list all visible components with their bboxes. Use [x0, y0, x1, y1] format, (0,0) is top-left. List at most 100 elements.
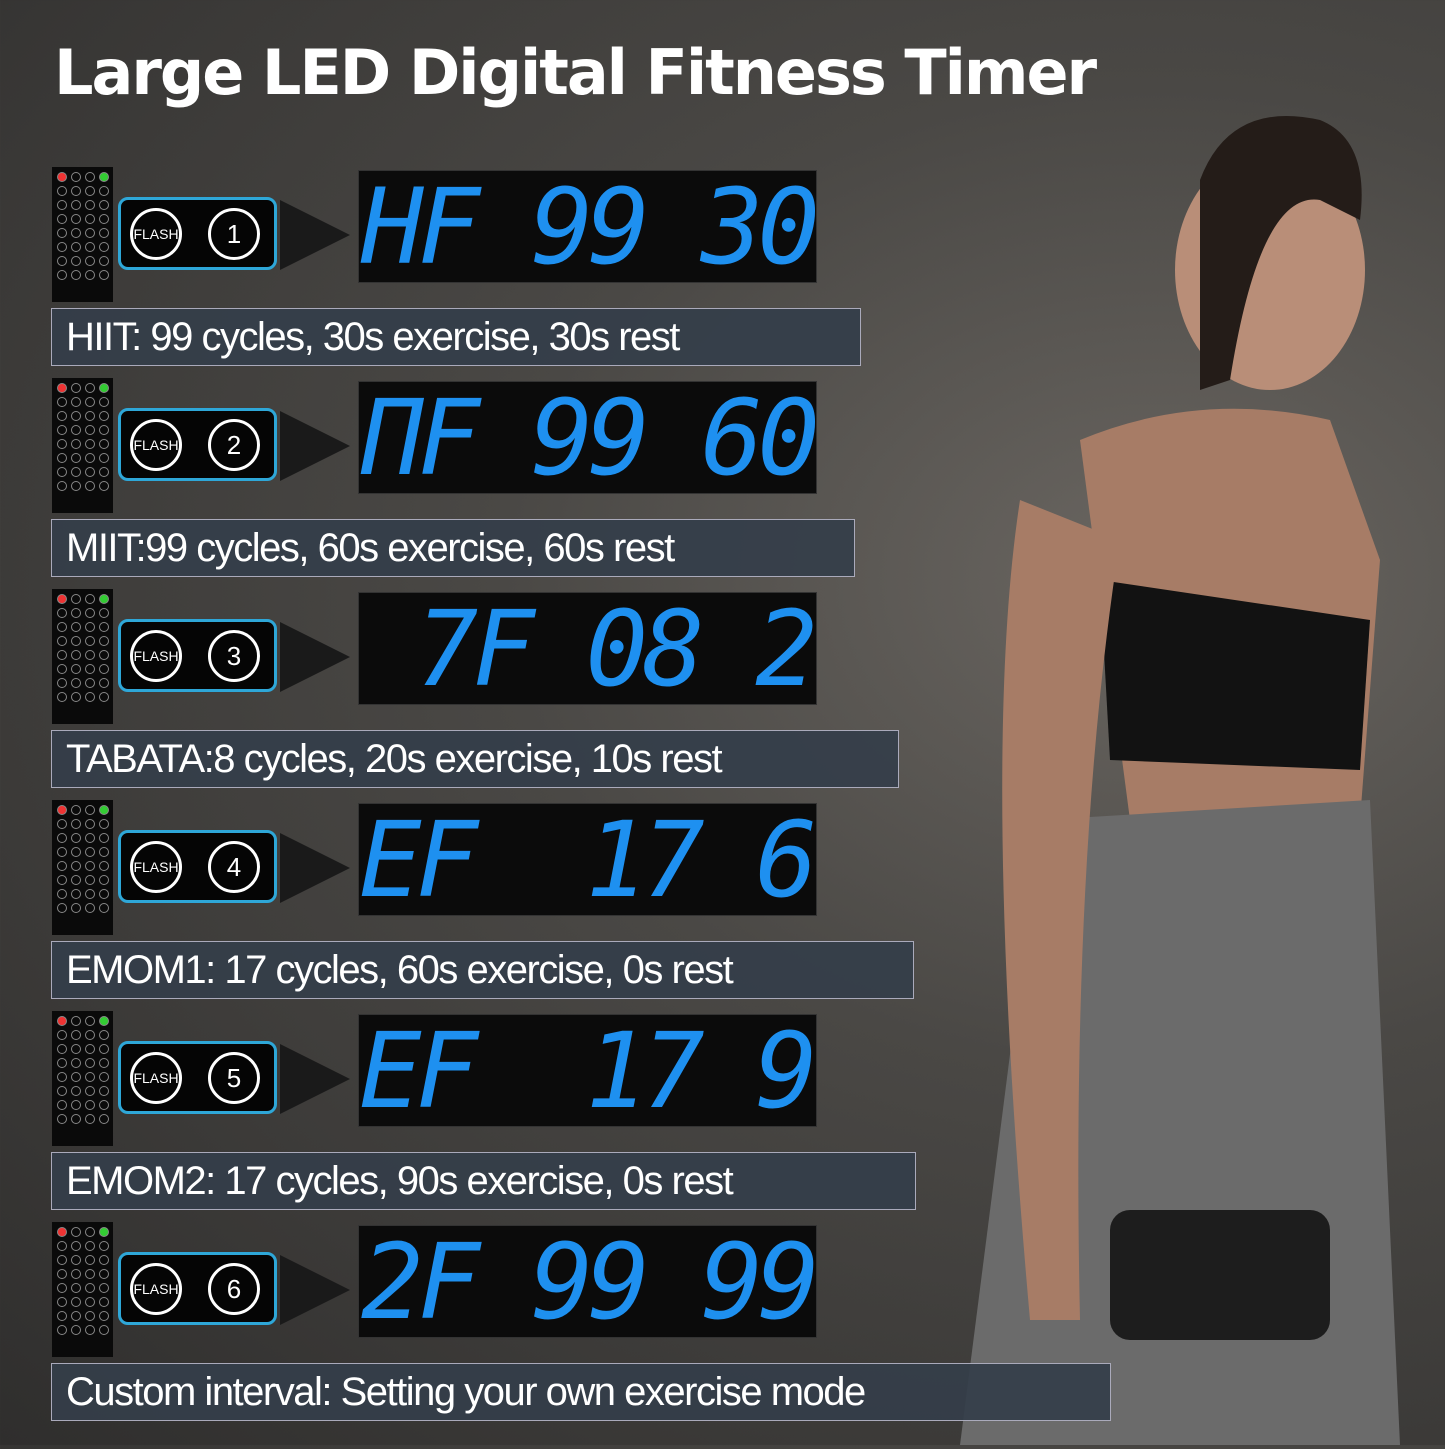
- remote-key-icon: [99, 833, 109, 843]
- remote-key-icon: [71, 1044, 81, 1054]
- remote-key-icon: [99, 692, 109, 702]
- remote-key-icon: [85, 805, 95, 815]
- arrow-right-icon: [280, 411, 350, 481]
- mode-row: FLASH 5 EF 17 90 EMOM2: 17 cycles, 90s e…: [0, 1011, 1445, 1225]
- remote-key-icon: [71, 636, 81, 646]
- remote-buttons-callout: FLASH 2: [118, 408, 277, 481]
- remote-key-icon: [57, 481, 67, 491]
- remote-key-icon: [71, 1100, 81, 1110]
- remote-key-icon: [57, 594, 67, 604]
- remote-key-icon: [71, 847, 81, 857]
- remote-key-icon: [85, 1030, 95, 1040]
- remote-key-icon: [99, 622, 109, 632]
- mode-caption: EMOM2: 17 cycles, 90s exercise, 0s rest: [51, 1152, 916, 1210]
- remote-key-icon: [85, 425, 95, 435]
- remote-key-icon: [99, 383, 109, 393]
- remote-key-icon: [71, 1058, 81, 1068]
- remote-key-icon: [99, 678, 109, 688]
- remote-key-icon: [71, 889, 81, 899]
- remote-key-icon: [57, 256, 67, 266]
- remote-key-icon: [57, 678, 67, 688]
- remote-key-icon: [99, 1269, 109, 1279]
- remote-key-icon: [99, 1325, 109, 1335]
- remote-key-icon: [57, 1086, 67, 1096]
- remote-key-icon: [85, 270, 95, 280]
- remote-key-icon: [85, 636, 95, 646]
- remote-key-icon: [99, 889, 109, 899]
- remote-key-icon: [71, 1297, 81, 1307]
- remote-key-icon: [99, 411, 109, 421]
- remote-key-icon: [71, 200, 81, 210]
- remote-key-icon: [99, 200, 109, 210]
- remote-key-icon: [99, 481, 109, 491]
- remote-key-icon: [57, 453, 67, 463]
- remote-key-icon: [99, 1255, 109, 1265]
- remote-key-icon: [99, 1016, 109, 1026]
- remote-key-icon: [99, 425, 109, 435]
- remote-key-icon: [71, 678, 81, 688]
- remote-key-icon: [71, 1086, 81, 1096]
- led-display: EF 17 90: [358, 1014, 817, 1127]
- mode-number-button: 3: [208, 630, 260, 682]
- remote-key-icon: [99, 1297, 109, 1307]
- remote-key-icon: [99, 467, 109, 477]
- remote-key-icon: [57, 1283, 67, 1293]
- remote-key-icon: [57, 425, 67, 435]
- remote-key-icon: [99, 608, 109, 618]
- remote-key-icon: [85, 1072, 95, 1082]
- remote-key-icon: [85, 411, 95, 421]
- remote-key-icon: [71, 903, 81, 913]
- remote-key-icon: [57, 242, 67, 252]
- remote-key-icon: [57, 1016, 67, 1026]
- remote-key-icon: [99, 636, 109, 646]
- remote-key-icon: [85, 228, 95, 238]
- remote-key-icon: [71, 481, 81, 491]
- remote-key-icon: [71, 1283, 81, 1293]
- remote-key-icon: [57, 200, 67, 210]
- arrow-right-icon: [280, 622, 350, 692]
- remote-key-icon: [99, 875, 109, 885]
- remote-key-icon: [71, 875, 81, 885]
- remote-key-icon: [71, 664, 81, 674]
- remote-key-icon: [85, 1044, 95, 1054]
- mode-caption: HIIT: 99 cycles, 30s exercise, 30s rest: [51, 308, 861, 366]
- remote-key-icon: [85, 397, 95, 407]
- flash-button: FLASH: [130, 1263, 182, 1315]
- remote-key-icon: [99, 186, 109, 196]
- remote-key-icon: [85, 1241, 95, 1251]
- remote-key-icon: [71, 425, 81, 435]
- remote-key-icon: [99, 1100, 109, 1110]
- remote-key-icon: [71, 861, 81, 871]
- remote-key-icon: [57, 1241, 67, 1251]
- mode-row: FLASH 4 EF 17 60 EMOM1: 17 cycles, 60s e…: [0, 800, 1445, 1014]
- remote-key-icon: [85, 1283, 95, 1293]
- remote-key-icon: [99, 397, 109, 407]
- woman-photo: [900, 60, 1440, 1445]
- remote-key-icon: [57, 411, 67, 421]
- remote-key-icon: [99, 256, 109, 266]
- remote-key-icon: [71, 467, 81, 477]
- remote-key-icon: [99, 650, 109, 660]
- led-display: HF 99 30: [358, 170, 817, 283]
- remote-buttons-callout: FLASH 6: [118, 1252, 277, 1325]
- mode-row: FLASH 3 7F 08 20 TABATA:8 cycles, 20s ex…: [0, 589, 1445, 803]
- remote-key-icon: [71, 1325, 81, 1335]
- remote-buttons-callout: FLASH 5: [118, 1041, 277, 1114]
- remote-key-icon: [57, 1227, 67, 1237]
- remote-key-icon: [85, 903, 95, 913]
- remote-key-icon: [57, 397, 67, 407]
- remote-key-icon: [57, 1269, 67, 1279]
- remote-key-icon: [57, 214, 67, 224]
- remote-key-icon: [99, 819, 109, 829]
- remote-key-icon: [71, 692, 81, 702]
- remote-key-icon: [85, 1325, 95, 1335]
- remote-control-icon: [52, 1011, 113, 1146]
- remote-key-icon: [57, 270, 67, 280]
- arrow-right-icon: [280, 200, 350, 270]
- remote-key-icon: [57, 383, 67, 393]
- arrow-right-icon: [280, 833, 350, 903]
- remote-key-icon: [71, 256, 81, 266]
- flash-button: FLASH: [130, 1052, 182, 1104]
- remote-key-icon: [85, 481, 95, 491]
- remote-key-icon: [85, 861, 95, 871]
